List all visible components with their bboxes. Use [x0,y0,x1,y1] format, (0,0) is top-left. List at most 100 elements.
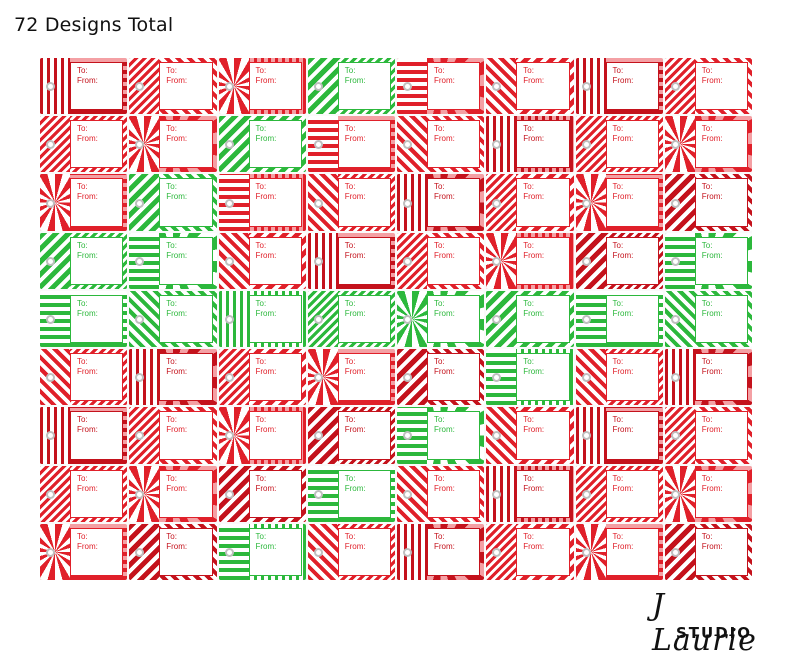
tag-end [218,58,249,115]
tag-hole-icon [581,373,591,383]
tag-label-box: To: From: [70,178,124,227]
tag-to-label: To: [77,182,88,192]
tag-end [664,523,695,580]
tag-hole-icon [581,431,591,441]
tag-label-box: To: From: [427,353,481,402]
tag-to-label: To: [434,357,445,367]
tag-end [218,523,249,580]
tag-to-label: To: [523,240,534,250]
tag-from-label: From: [434,76,455,85]
tag-end [129,523,160,580]
tag-to-label: To: [701,182,713,192]
tag-to-label: To: [612,473,624,483]
tag-end [218,407,249,464]
tag-label-box: To: From: [427,62,481,111]
tag-from-label: From: [166,483,188,493]
tag-to-label: To: [166,182,177,192]
tag-end [397,174,427,231]
tag-end [575,232,606,289]
gift-tag: To: From: [129,349,217,406]
tag-from-label: From: [701,134,723,144]
tag-to-label: To: [434,531,445,541]
tag-hole-icon [135,547,145,557]
tag-from-label: From: [701,250,723,260]
tag-end [218,232,249,289]
tag-hole-icon [46,140,55,150]
gift-tag: To: From: [129,58,217,115]
tag-label-box: To: From: [70,62,124,111]
tag-label-box: To: From: [70,469,124,518]
tag-end [307,465,338,522]
tag-label-box: To: From: [694,62,748,111]
tag-end [307,232,338,289]
gift-tag: To: From: [129,523,217,580]
tag-hole-icon [224,489,234,499]
tag-from-label: From: [523,192,545,202]
tag-hole-icon [313,314,323,324]
tag-from-label: From: [255,308,277,318]
tag-to-label: To: [701,415,713,425]
tag-from-label: From: [612,541,634,551]
tag-end [307,290,338,348]
tag-hole-icon [581,198,591,208]
tag-label-box: To: From: [159,62,213,111]
tag-end [397,407,427,464]
gift-tag: To: From: [40,174,128,231]
tag-end [486,290,517,348]
tag-end [575,116,606,173]
tag-label-box: To: From: [159,469,213,518]
tag-label-box: To: From: [694,527,748,576]
tag-from-label: From: [523,308,545,318]
tag-to-label: To: [166,240,177,250]
tag-end [40,349,70,406]
tag-hole-icon [403,198,412,208]
logo-script: J Laurie [652,588,757,658]
tag-end [397,523,427,580]
gift-tag: To: From: [486,232,574,289]
tag-from-label: From: [434,308,455,318]
tag-hole-icon [224,431,234,441]
tag-to-label: To: [523,357,534,367]
tag-from-label: From: [77,308,98,318]
tag-from-label: From: [255,76,277,85]
gift-tag: To: From: [129,407,217,464]
tag-from-label: From: [166,541,188,551]
tag-from-label: From: [166,192,188,202]
tag-to-label: To: [523,415,534,425]
gift-tag: To: From: [664,349,752,406]
gift-tag: To: From: [129,465,217,522]
tag-end [486,465,517,522]
tag-hole-icon [46,256,55,266]
tag-to-label: To: [77,473,88,483]
gift-tag: To: From: [40,407,128,464]
tag-hole-icon [403,314,412,324]
tag-end [40,290,70,348]
gift-tag: To: From: [486,58,574,115]
tag-end [575,465,606,522]
tag-hole-icon [670,256,680,266]
tag-label-box: To: From: [337,178,391,227]
tag-hole-icon [492,140,502,150]
tag-label-box: To: From: [694,353,748,402]
gift-tag: To: From: [575,523,663,580]
tag-hole-icon [135,431,145,441]
tag-label-box: To: From: [337,62,391,111]
tag-from-label: From: [344,134,366,144]
tag-label-box: To: From: [70,527,124,576]
tag-end [664,407,695,464]
tag-to-label: To: [523,124,534,134]
tag-label-box: To: From: [159,411,213,460]
tag-from-label: From: [344,425,366,435]
tag-label-box: To: From: [337,527,391,576]
tag-from-label: From: [344,541,366,551]
gift-tag: To: From: [40,116,128,173]
tag-from-label: From: [434,425,455,435]
tag-hole-icon [403,256,412,266]
tag-from-label: From: [166,308,188,318]
tag-to-label: To: [255,473,267,483]
gift-tag: To: From: [218,116,306,173]
tag-end [575,290,606,348]
tag-hole-icon [224,314,234,324]
tag-label-box: To: From: [337,294,391,344]
tag-to-label: To: [434,298,445,308]
